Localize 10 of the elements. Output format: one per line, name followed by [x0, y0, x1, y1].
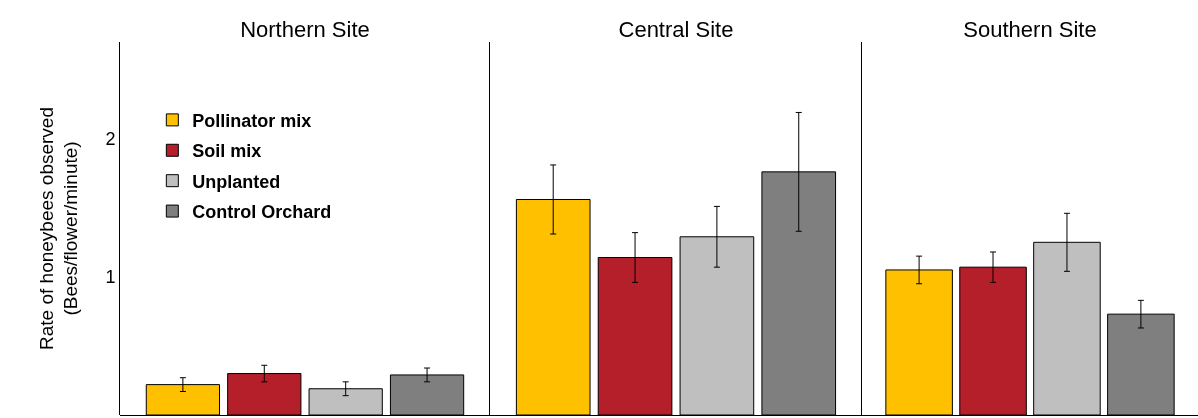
x-tick-label: Central Site	[618, 16, 734, 42]
y-tick-label: 1	[105, 267, 116, 288]
y-axis-title: Rate of honeybees observed (Bees/flower/minute)	[35, 107, 82, 350]
y-tick-label: 2	[105, 129, 116, 149]
legend-label: Soil mix	[192, 141, 262, 162]
legend-label: Control Orchard	[192, 202, 332, 223]
legend-label: Pollinator mix	[192, 110, 312, 131]
x-tick-label: Southern Site	[963, 16, 1097, 42]
x-tick-label: Northern Site	[240, 16, 370, 42]
legend-label: Unplanted	[192, 171, 281, 192]
